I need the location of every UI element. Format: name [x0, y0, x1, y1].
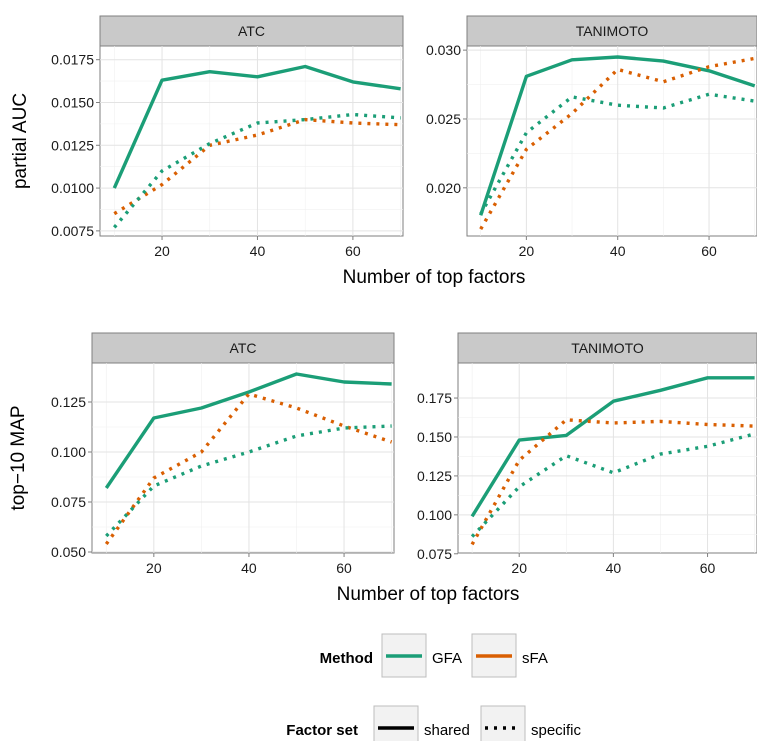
legend-item-shared: shared — [373, 705, 470, 741]
y-tick-label: 0.0125 — [51, 137, 94, 153]
legend-label: sFA — [522, 650, 548, 667]
y-tick-label: 0.030 — [426, 42, 461, 58]
legend-key-box — [480, 705, 526, 741]
gridlines — [92, 363, 394, 553]
legend-item-gfa: GFA — [381, 633, 462, 678]
facet-strip-title: TANIMOTO — [576, 23, 649, 39]
y-tick-label: 0.125 — [51, 394, 86, 410]
y-tick-label: 0.100 — [417, 507, 452, 523]
y-tick-label: 0.020 — [426, 180, 461, 196]
series-group — [104, 372, 393, 545]
method-legend: Method GFA sFA — [320, 633, 548, 678]
legend-key-box — [373, 705, 419, 741]
legend-item-specific: specific — [480, 705, 582, 741]
series-line-sfa-specific — [113, 117, 401, 216]
x-tick-label: 60 — [700, 560, 716, 576]
facet-panel-atc: ATC 0.050 0.075 0.100 0.125 20 40 60 — [51, 332, 395, 576]
facet-panel-tanimoto: TANIMOTO 0.020 0.025 0.030 20 40 60 — [426, 15, 757, 259]
factor-set-legend: Factor set shared specific — [286, 705, 582, 741]
facet-strip — [99, 15, 404, 47]
legend-label: GFA — [432, 650, 462, 667]
series-line-sfa-specific — [104, 392, 393, 545]
y-tick-label: 0.025 — [426, 111, 461, 127]
x-axis-title: Number of top factors — [337, 584, 520, 605]
y-tick-label: 0.125 — [417, 468, 452, 484]
x-tick-label: 20 — [154, 243, 170, 259]
legend-label: shared — [424, 722, 470, 739]
x-tick-label: 60 — [701, 243, 717, 259]
series-group — [112, 64, 401, 229]
plot-area — [457, 362, 757, 554]
series-line-gfa-shared — [104, 372, 392, 489]
y-tick-label: 0.100 — [51, 444, 86, 460]
gridlines — [458, 363, 757, 553]
y-axis-title: top−10 MAP — [8, 405, 29, 510]
facet-strip-title: ATC — [238, 23, 265, 39]
x-tick-label: 60 — [336, 560, 352, 576]
y-axis-title: partial AUC — [10, 93, 31, 189]
x-tick-label: 40 — [241, 560, 257, 576]
series-line-gfa-shared — [479, 55, 756, 216]
x-tick-label: 40 — [250, 243, 266, 259]
legend-title-factor-set: Factor set — [286, 722, 358, 739]
series-line-gfa-shared — [112, 64, 401, 189]
series-line-gfa-specific — [113, 112, 401, 229]
y-tick-label: 0.0075 — [51, 223, 94, 239]
facet-strip-title: ATC — [230, 340, 257, 356]
x-axis-title: Number of top factors — [343, 267, 526, 288]
facet-strip — [466, 15, 757, 47]
series-line-sfa-specific — [479, 56, 756, 230]
y-tick-label: 0.0175 — [51, 52, 94, 68]
legend-label: specific — [531, 722, 582, 739]
series-group — [479, 55, 756, 230]
facet-strip-title: TANIMOTO — [571, 340, 644, 356]
series-line-gfa-shared — [470, 376, 755, 518]
x-tick-label: 20 — [519, 243, 535, 259]
facet-panel-tanimoto: TANIMOTO 0.075 0.100 0.125 0.150 0.175 20 40 60 — [417, 332, 757, 576]
plot-area — [466, 45, 757, 237]
facet-panel-atc: ATC 0.0075 0.0100 0.0125 0.0150 0.0175 20 40 60 — [51, 15, 404, 259]
x-tick-label: 40 — [606, 560, 622, 576]
x-tick-label: 20 — [146, 560, 162, 576]
facet-strip — [91, 332, 395, 364]
y-tick-label: 0.075 — [51, 494, 86, 510]
series-group — [470, 376, 756, 546]
y-tick-label: 0.0100 — [51, 180, 94, 196]
y-tick-label: 0.075 — [417, 546, 452, 562]
y-tick-label: 0.0150 — [51, 94, 94, 110]
y-tick-label: 0.050 — [51, 544, 86, 560]
legend-item-sfa: sFA — [471, 633, 548, 678]
y-tick-label: 0.175 — [417, 390, 452, 406]
x-tick-label: 20 — [511, 560, 527, 576]
y-tick-label: 0.150 — [417, 429, 452, 445]
plot-area — [91, 362, 395, 554]
x-tick-label: 60 — [345, 243, 361, 259]
x-tick-label: 40 — [610, 243, 626, 259]
legend-title-method: Method — [320, 650, 373, 667]
